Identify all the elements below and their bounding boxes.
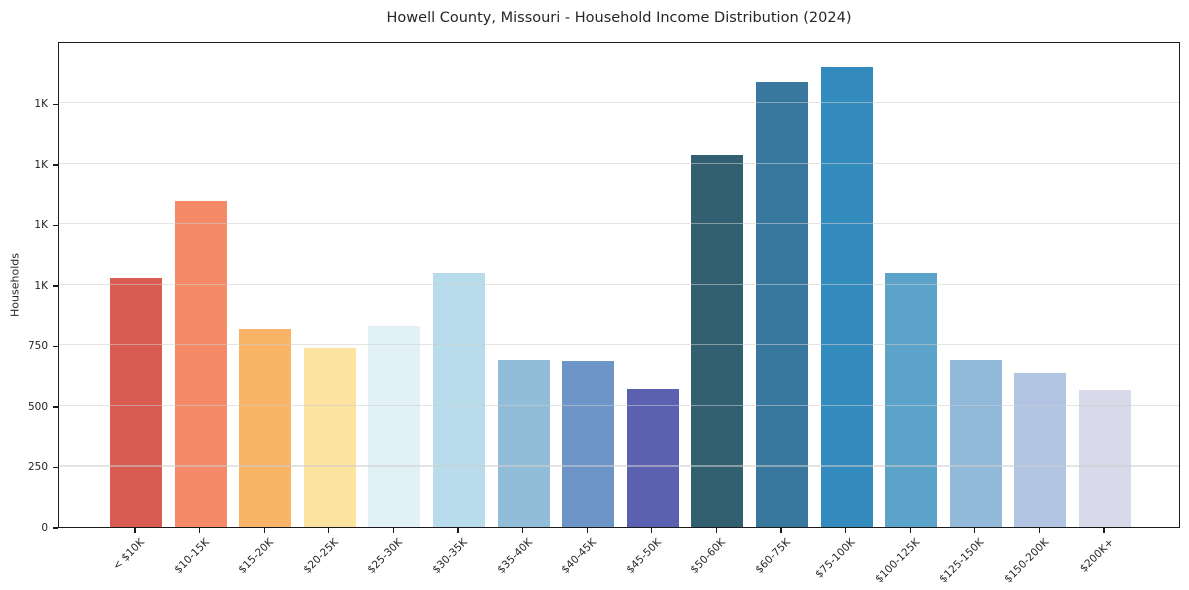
- gridline-1000: [59, 283, 1179, 285]
- x-tick-mark: [522, 528, 524, 533]
- x-tick-mark: [780, 528, 782, 533]
- bar-$50-60K: [691, 155, 744, 527]
- x-tick-label-$20-25K: $20-25K: [300, 536, 341, 576]
- x-tick-label-$60-75K: $60-75K: [753, 536, 793, 576]
- gridline-250: [59, 465, 1179, 467]
- x-tick-mark: [1038, 528, 1040, 533]
- y-tick-mark: [53, 224, 58, 227]
- x-tick-mark: [715, 528, 717, 533]
- bar-$25-30K: [368, 326, 421, 527]
- bar-$40-45K: [562, 361, 615, 527]
- x-tick-label-$25-30K: $25-30K: [365, 536, 406, 576]
- x-tick-label-< $10K: < $10K: [110, 536, 147, 573]
- x-tick-mark: [199, 528, 201, 533]
- gridline-500: [59, 404, 1179, 406]
- y-tick-mark: [53, 164, 58, 166]
- chart-title: Howell County, Missouri - Household Inco…: [386, 10, 852, 26]
- y-tick-label: 500: [27, 400, 48, 413]
- bar-$45-50K: [626, 389, 679, 527]
- gridline-750: [59, 344, 1179, 346]
- x-tick-mark: [457, 528, 459, 533]
- bar-$200K+: [1079, 390, 1131, 527]
- x-tick-mark: [845, 528, 847, 533]
- bar-$35-40K: [497, 360, 550, 527]
- gridline-1250: [59, 223, 1179, 225]
- x-tick-mark: [651, 528, 653, 533]
- x-tick-label-$75-100K: $75-100K: [813, 536, 858, 581]
- y-tick-mark: [53, 285, 58, 287]
- x-tick-mark: [974, 528, 976, 533]
- y-tick-label: 0: [41, 522, 48, 534]
- y-tick-label: 1K: [34, 219, 48, 232]
- x-tick-label-$100-125K: $100-125K: [872, 536, 922, 586]
- y-tick-mark: [53, 466, 58, 469]
- bar-$125-150K: [949, 360, 1002, 527]
- x-tick-label-$40-45K: $40-45K: [559, 536, 599, 576]
- x-tick-label-$35-40K: $35-40K: [494, 536, 535, 576]
- x-tick-mark: [586, 528, 588, 533]
- x-tick-label-$30-35K: $30-35K: [430, 536, 470, 576]
- bar-$75-100K: [820, 67, 873, 527]
- bar-$150-200K: [1014, 373, 1067, 527]
- y-tick-label: 1K: [34, 158, 48, 171]
- y-tick-label: 250: [27, 461, 48, 474]
- bar-$15-20K: [239, 328, 292, 527]
- x-tick-mark: [328, 528, 330, 533]
- gridline-1500: [59, 162, 1179, 164]
- bar-$60-75K: [756, 81, 808, 527]
- y-tick-label: 1K: [34, 279, 48, 292]
- x-tick-mark: [263, 528, 265, 533]
- x-tick-label-$45-50K: $45-50K: [623, 536, 664, 576]
- gridline-1750: [59, 102, 1179, 104]
- plot-area: [58, 42, 1180, 528]
- x-tick-label-$125-150K: $125-150K: [937, 536, 987, 586]
- y-tick-label: 750: [27, 340, 48, 353]
- x-tick-mark: [392, 528, 394, 533]
- y-tick-mark: [53, 345, 58, 348]
- y-tick-mark: [53, 527, 58, 529]
- y-tick-label: 1K: [34, 98, 48, 111]
- x-tick-label-$10-15K: $10-15K: [171, 536, 212, 576]
- bar-$100-125K: [885, 272, 938, 527]
- bar-$20-25K: [303, 347, 356, 527]
- x-tick-label-$150-200K: $150-200K: [1002, 536, 1052, 586]
- x-tick-label-$50-60K: $50-60K: [688, 536, 729, 576]
- x-tick-label-$15-20K: $15-20K: [236, 536, 276, 576]
- x-tick-mark: [1103, 528, 1105, 533]
- y-tick-mark: [53, 406, 58, 408]
- bar-$30-35K: [433, 272, 485, 527]
- x-tick-mark: [909, 528, 911, 533]
- bar-$10-15K: [174, 201, 227, 527]
- x-tick-label-$200K+: $200K+: [1077, 536, 1116, 575]
- y-tick-mark: [53, 103, 58, 106]
- x-tick-mark: [134, 528, 136, 533]
- bar-< $10K: [110, 277, 162, 527]
